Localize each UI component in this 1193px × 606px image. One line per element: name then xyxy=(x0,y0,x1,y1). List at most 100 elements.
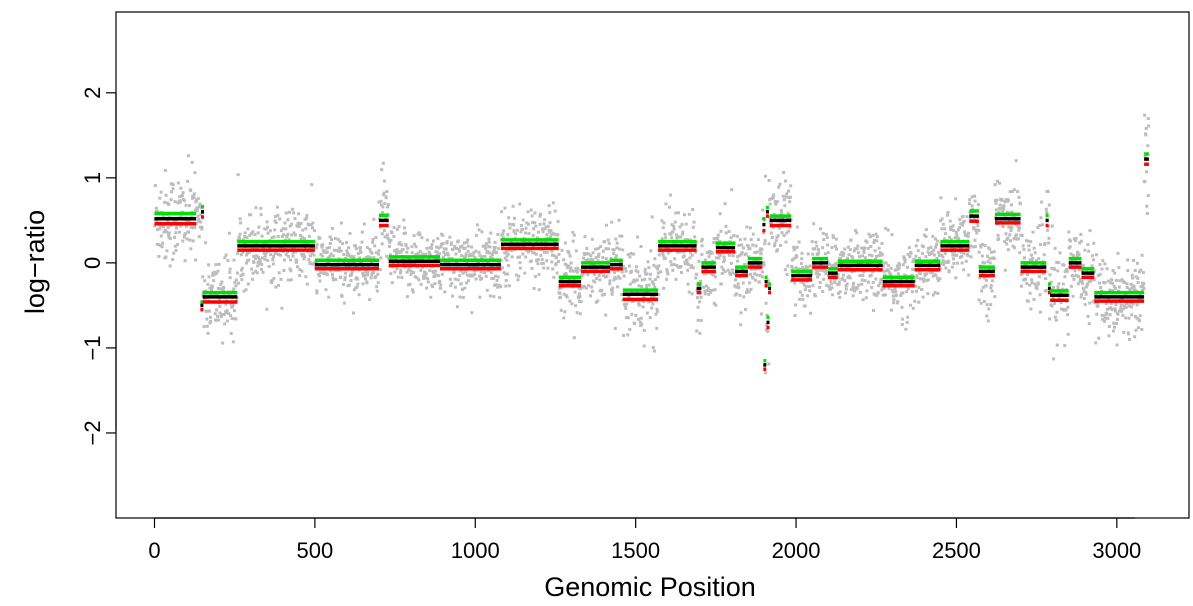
data-point xyxy=(762,261,766,265)
data-point xyxy=(1052,357,1056,361)
data-point xyxy=(464,254,468,258)
data-point xyxy=(235,271,239,275)
data-point xyxy=(496,275,500,279)
data-point xyxy=(1095,312,1099,316)
data-point xyxy=(906,265,909,269)
data-point xyxy=(1127,332,1130,336)
data-point xyxy=(495,251,498,255)
data-point xyxy=(955,233,959,237)
data-point xyxy=(453,285,457,289)
data-point xyxy=(170,190,173,194)
data-point xyxy=(889,266,893,270)
data-point xyxy=(604,257,608,261)
data-point xyxy=(680,271,683,274)
data-point xyxy=(844,284,848,288)
data-point xyxy=(1049,280,1053,284)
data-point xyxy=(449,284,453,288)
data-point xyxy=(1123,280,1127,284)
data-point xyxy=(1122,304,1126,308)
data-point xyxy=(564,272,568,275)
data-point xyxy=(553,209,557,213)
data-point xyxy=(572,269,576,273)
data-point xyxy=(1026,239,1030,243)
data-point xyxy=(801,281,805,285)
data-point xyxy=(911,306,915,310)
data-point xyxy=(434,273,438,277)
data-point xyxy=(932,248,936,252)
data-point xyxy=(536,258,540,261)
data-point xyxy=(379,268,383,272)
data-point xyxy=(654,312,658,316)
data-point xyxy=(473,256,477,259)
data-point xyxy=(745,291,748,294)
data-point xyxy=(608,279,612,283)
data-point xyxy=(411,290,415,294)
data-point xyxy=(292,231,296,235)
data-point xyxy=(274,221,278,225)
data-point xyxy=(637,303,641,307)
data-point xyxy=(458,295,462,299)
data-point xyxy=(493,240,497,244)
data-point xyxy=(673,257,677,261)
data-point xyxy=(259,206,263,210)
data-point xyxy=(215,318,219,322)
data-point xyxy=(917,300,921,304)
data-point xyxy=(207,263,210,267)
data-point xyxy=(1018,226,1021,230)
data-point xyxy=(569,261,573,265)
data-point xyxy=(205,309,209,313)
data-point xyxy=(847,274,851,278)
data-point xyxy=(961,223,965,227)
data-point xyxy=(567,251,571,255)
data-point xyxy=(1035,287,1039,290)
data-point xyxy=(1098,263,1102,266)
data-point xyxy=(1142,282,1146,285)
data-point xyxy=(793,246,797,250)
data-point xyxy=(826,251,830,255)
data-point xyxy=(512,223,516,227)
data-point xyxy=(941,255,945,259)
data-point xyxy=(653,257,657,261)
data-point xyxy=(653,285,657,289)
data-point xyxy=(213,312,217,316)
data-point xyxy=(225,309,229,313)
data-point xyxy=(863,279,867,283)
data-point xyxy=(685,260,689,264)
data-point xyxy=(627,295,631,299)
data-point xyxy=(495,279,499,282)
data-point xyxy=(194,221,198,225)
data-point xyxy=(831,236,835,240)
data-point xyxy=(696,296,699,300)
data-point xyxy=(336,237,340,241)
data-point xyxy=(421,252,425,256)
data-point xyxy=(403,226,407,230)
data-point xyxy=(255,271,259,275)
data-point xyxy=(839,253,842,257)
data-point xyxy=(386,236,390,240)
data-point xyxy=(942,263,946,267)
data-point xyxy=(679,265,683,268)
data-point xyxy=(719,282,723,286)
data-point xyxy=(1059,307,1063,311)
data-point xyxy=(439,245,443,249)
data-point xyxy=(400,243,404,247)
data-point xyxy=(202,325,206,329)
data-point xyxy=(506,233,510,237)
data-point xyxy=(624,269,628,273)
data-point xyxy=(438,279,442,283)
data-point xyxy=(896,272,900,276)
data-point xyxy=(1062,308,1066,311)
data-point xyxy=(848,276,852,280)
data-point xyxy=(871,233,875,237)
data-point xyxy=(198,225,202,229)
data-point xyxy=(426,280,430,284)
data-point xyxy=(1135,303,1139,307)
data-point xyxy=(1087,322,1091,326)
data-point xyxy=(694,250,697,254)
data-point xyxy=(642,296,646,300)
data-point xyxy=(1074,239,1077,242)
data-point xyxy=(343,278,347,282)
data-point xyxy=(670,263,673,267)
data-point xyxy=(1138,319,1142,323)
data-point xyxy=(513,216,516,220)
